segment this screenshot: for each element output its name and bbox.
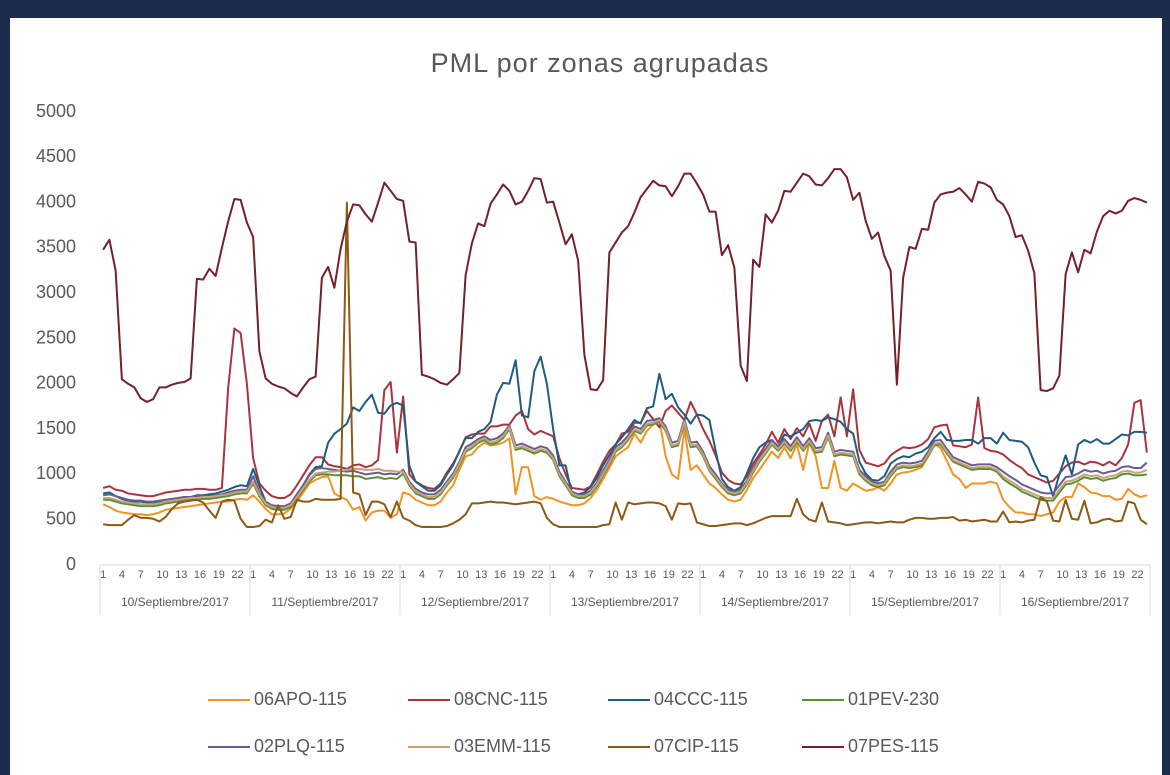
x-tick-label: 22 [381, 569, 393, 581]
y-tick-label: 3500 [36, 237, 76, 257]
x-tick-label: 19 [963, 569, 975, 581]
y-tick-label: 1500 [36, 418, 76, 438]
x-tick-label: 1 [550, 569, 556, 581]
x-tick-label: 10 [456, 569, 468, 581]
x-tick-label: 1 [250, 569, 256, 581]
x-tick-label: 4 [1019, 569, 1025, 581]
x-tick-label: 13 [325, 569, 337, 581]
legend-label: 07CIP-115 [654, 736, 739, 756]
y-tick-label: 2500 [36, 327, 76, 347]
series-line [102, 419, 1148, 522]
x-tick-label: 16 [794, 569, 806, 581]
x-tick-label: 16 [644, 569, 656, 581]
x-tick-label: 22 [981, 569, 993, 581]
y-tick-label: 500 [46, 508, 76, 528]
x-group-label: 13/Septiembre/2017 [571, 595, 679, 609]
y-tick-label: 3000 [36, 282, 76, 302]
x-tick-label: 16 [194, 569, 206, 581]
x-group-label: 10/Septiembre/2017 [121, 595, 229, 609]
x-tick-label: 13 [175, 569, 187, 581]
x-group-label: 16/Septiembre/2017 [1021, 595, 1129, 609]
x-tick-label: 7 [888, 569, 894, 581]
x-tick-label: 4 [269, 569, 275, 581]
chart-background [10, 18, 1162, 775]
x-tick-label: 4 [419, 569, 425, 581]
y-tick-label: 1000 [36, 463, 76, 483]
x-tick-label: 13 [475, 569, 487, 581]
x-group-label: 11/Septiembre/2017 [271, 595, 379, 609]
x-tick-label: 1 [100, 569, 106, 581]
x-tick-label: 19 [213, 569, 225, 581]
x-tick-label: 13 [775, 569, 787, 581]
x-tick-label: 10 [306, 569, 318, 581]
x-tick-label: 19 [1113, 569, 1125, 581]
y-tick-label: 4500 [36, 146, 76, 166]
x-group-label: 12/Septiembre/2017 [421, 595, 529, 609]
x-tick-label: 22 [531, 569, 543, 581]
x-tick-label: 7 [738, 569, 744, 581]
x-tick-label: 13 [625, 569, 637, 581]
chart-title: PML por zonas agrupadas [431, 48, 770, 78]
x-tick-label: 22 [231, 569, 243, 581]
x-tick-label: 16 [1094, 569, 1106, 581]
x-tick-label: 4 [719, 569, 725, 581]
legend-label: 04CCC-115 [654, 689, 748, 709]
x-tick-label: 7 [288, 569, 294, 581]
x-tick-label: 10 [906, 569, 918, 581]
x-group-label: 14/Septiembre/2017 [721, 595, 829, 609]
x-tick-label: 10 [606, 569, 618, 581]
legend-label: 02PLQ-115 [254, 736, 345, 756]
x-tick-label: 10 [756, 569, 768, 581]
x-tick-label: 4 [119, 569, 125, 581]
x-tick-label: 7 [138, 569, 144, 581]
x-tick-label: 13 [925, 569, 937, 581]
x-tick-label: 1 [400, 569, 406, 581]
x-tick-label: 19 [813, 569, 825, 581]
x-tick-label: 19 [363, 569, 375, 581]
x-tick-label: 22 [681, 569, 693, 581]
x-tick-label: 1 [1000, 569, 1006, 581]
x-tick-label: 4 [869, 569, 875, 581]
y-tick-label: 2000 [36, 373, 76, 393]
x-tick-label: 10 [156, 569, 168, 581]
x-tick-label: 1 [850, 569, 856, 581]
legend-label: 08CNC-115 [454, 689, 548, 709]
x-tick-label: 10 [1056, 569, 1068, 581]
x-tick-label: 7 [588, 569, 594, 581]
x-tick-label: 7 [1038, 569, 1044, 581]
series-line [102, 201, 1148, 528]
y-tick-label: 0 [66, 554, 76, 574]
x-tick-label: 16 [344, 569, 356, 581]
legend-label: 07PES-115 [848, 736, 939, 756]
x-tick-label: 16 [944, 569, 956, 581]
x-tick-label: 1 [700, 569, 706, 581]
x-tick-label: 13 [1075, 569, 1087, 581]
x-tick-label: 4 [569, 569, 575, 581]
x-tick-label: 22 [1131, 569, 1143, 581]
x-tick-label: 16 [494, 569, 506, 581]
legend-label: 03EMM-115 [454, 736, 551, 756]
legend-label: 06APO-115 [254, 689, 347, 709]
legend-label: 01PEV-230 [848, 689, 939, 709]
x-group-label: 15/Septiembre/2017 [871, 595, 979, 609]
x-tick-label: 22 [831, 569, 843, 581]
x-tick-label: 7 [438, 569, 444, 581]
y-tick-label: 5000 [36, 101, 76, 121]
y-tick-label: 4000 [36, 191, 76, 211]
x-tick-label: 19 [663, 569, 675, 581]
x-tick-label: 19 [513, 569, 525, 581]
series-line [102, 168, 1148, 403]
